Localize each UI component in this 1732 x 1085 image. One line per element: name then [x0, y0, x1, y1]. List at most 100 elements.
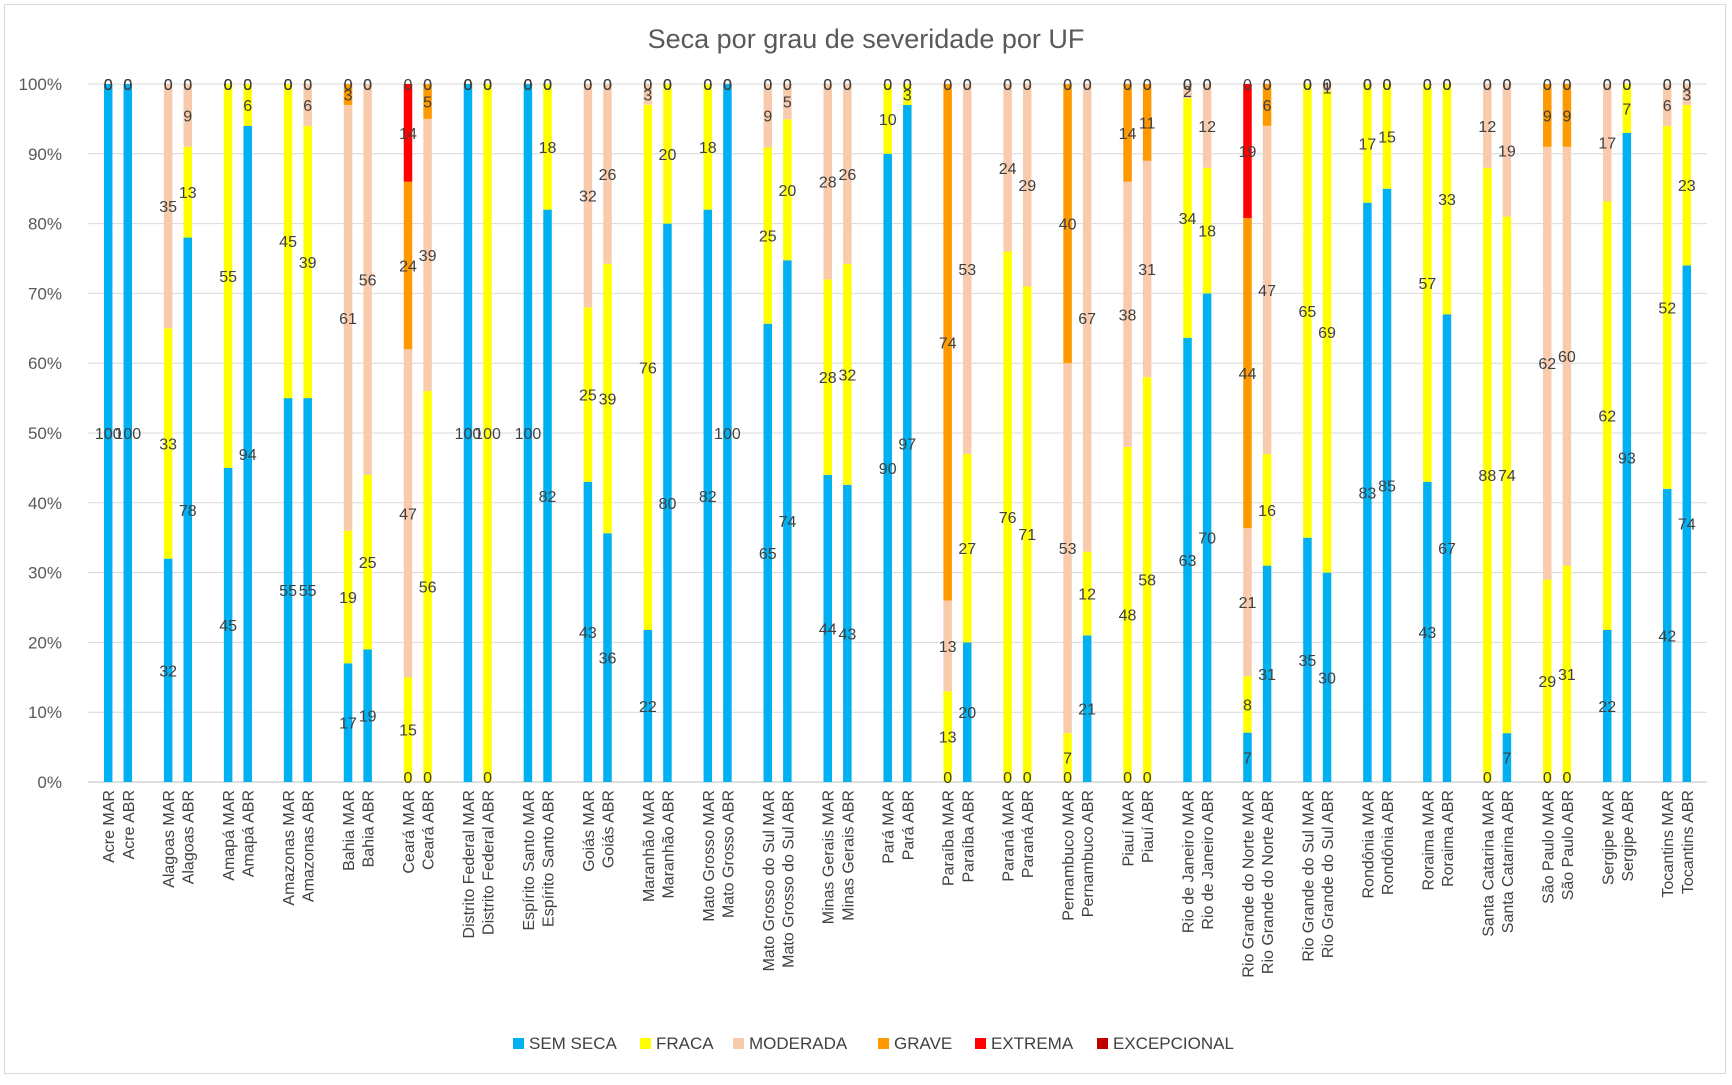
- data-label: 33: [159, 436, 177, 453]
- data-label: 45: [279, 234, 297, 251]
- data-label: 12: [1198, 119, 1216, 136]
- bar-segment: [1123, 84, 1132, 182]
- data-label: 0: [663, 77, 672, 94]
- legend-swatch: [513, 1038, 524, 1049]
- data-label: 0: [1023, 77, 1032, 94]
- x-tick-label: Tocantins ABR: [1680, 790, 1697, 894]
- bar-segment: [583, 481, 593, 782]
- data-label: 23: [1678, 178, 1696, 195]
- data-label: 0: [423, 77, 432, 94]
- data-label: 0: [183, 77, 192, 94]
- bar-segment: [1082, 551, 1092, 636]
- data-label: 25: [579, 388, 597, 405]
- data-label: 0: [1502, 77, 1511, 94]
- bar-segment: [1142, 84, 1152, 161]
- data-label: 0: [224, 77, 233, 94]
- data-label: 0: [1303, 77, 1312, 94]
- y-tick-label: 0%: [37, 773, 62, 792]
- data-label: 0: [543, 77, 552, 94]
- data-label: 82: [699, 489, 717, 506]
- bar-segment: [1082, 84, 1092, 552]
- data-label: 94: [239, 447, 257, 464]
- bar-segment: [543, 209, 552, 782]
- bar-segment: [943, 600, 952, 692]
- data-label: 0: [1443, 77, 1452, 94]
- x-tick-label: Acre ABR: [121, 790, 138, 859]
- data-label: 7: [1063, 751, 1072, 768]
- data-label: 0: [483, 77, 492, 94]
- data-label: 0: [123, 77, 132, 94]
- legend-entry: MODERADA: [749, 1034, 848, 1053]
- data-label: 0: [903, 77, 912, 94]
- x-tick-label: Pará MAR: [881, 790, 898, 864]
- data-label: 18: [1198, 224, 1216, 241]
- data-label: 65: [759, 546, 777, 563]
- data-label: 55: [219, 269, 237, 286]
- data-label: 0: [483, 77, 492, 94]
- data-label: 0: [404, 770, 413, 787]
- bar-segment: [1123, 181, 1132, 447]
- y-tick-label: 70%: [28, 284, 62, 303]
- data-label: 83: [1359, 485, 1377, 502]
- bar-segment: [1603, 629, 1612, 782]
- bar-segment: [883, 153, 892, 783]
- x-tick-label: Mato Grosso ABR: [720, 790, 737, 918]
- data-label: 0: [284, 77, 293, 94]
- bar-segment: [423, 118, 432, 392]
- data-label: 0: [663, 77, 672, 94]
- y-tick-label: 90%: [28, 145, 62, 164]
- bar-segment: [403, 349, 413, 678]
- data-label: 0: [1483, 77, 1492, 94]
- legend-entry: EXCEPCIONAL: [1113, 1034, 1234, 1053]
- data-label: 97: [898, 436, 916, 453]
- bar-segment: [1183, 337, 1192, 782]
- x-tick-label: Bahia ABR: [361, 790, 378, 867]
- data-label: 69: [1318, 325, 1336, 342]
- bar-segment: [1622, 84, 1632, 133]
- data-label: 0: [1663, 77, 1672, 94]
- data-label: 0: [963, 77, 972, 94]
- data-label: 0: [1383, 77, 1392, 94]
- bar-segment: [1543, 579, 1552, 782]
- bar-segment: [183, 84, 192, 147]
- data-label: 0: [104, 77, 113, 94]
- data-label: 44: [819, 621, 837, 638]
- x-tick-label: Rio Grande do Norte MAR: [1240, 790, 1257, 978]
- bar-segment: [1502, 733, 1512, 782]
- data-label: 0: [1003, 77, 1012, 94]
- x-tick-label: São Paulo MAR: [1540, 790, 1557, 904]
- legend-swatch: [733, 1038, 744, 1049]
- data-label: 0: [284, 77, 293, 94]
- bar-segment: [903, 84, 912, 105]
- x-tick-label: Mato Grosso MAR: [701, 790, 718, 922]
- data-label: 0: [1622, 77, 1631, 94]
- data-label: 12: [1078, 587, 1096, 604]
- data-label: 0: [603, 77, 612, 94]
- bar-segment: [603, 263, 612, 534]
- x-tick-label: Amapá ABR: [241, 790, 258, 877]
- data-label: 0: [1083, 77, 1092, 94]
- data-label: 43: [1418, 625, 1436, 642]
- x-tick-label: Paraíba MAR: [941, 790, 958, 886]
- bar-segment: [763, 147, 773, 324]
- data-label: 6: [1263, 98, 1272, 115]
- bar-segment: [1603, 201, 1612, 630]
- bar-segment: [1243, 528, 1252, 677]
- bar-segment: [1063, 84, 1072, 364]
- x-tick-label: Rio Grande do Sul ABR: [1320, 790, 1337, 958]
- bar-segment: [603, 533, 612, 782]
- data-label: 0: [1303, 77, 1312, 94]
- data-label: 28: [819, 175, 837, 192]
- bar-segment: [243, 125, 252, 782]
- data-label: 34: [1179, 211, 1197, 228]
- legend-entry: GRAVE: [894, 1034, 952, 1053]
- bar-segment: [1382, 188, 1392, 782]
- bar-segment: [823, 474, 832, 782]
- x-tick-label: Maranhão MAR: [641, 790, 658, 902]
- data-label: 26: [838, 167, 856, 184]
- data-label: 0: [363, 77, 372, 94]
- data-label: 19: [1498, 143, 1516, 160]
- bar-segment: [1322, 572, 1332, 782]
- bar-segment: [423, 84, 432, 119]
